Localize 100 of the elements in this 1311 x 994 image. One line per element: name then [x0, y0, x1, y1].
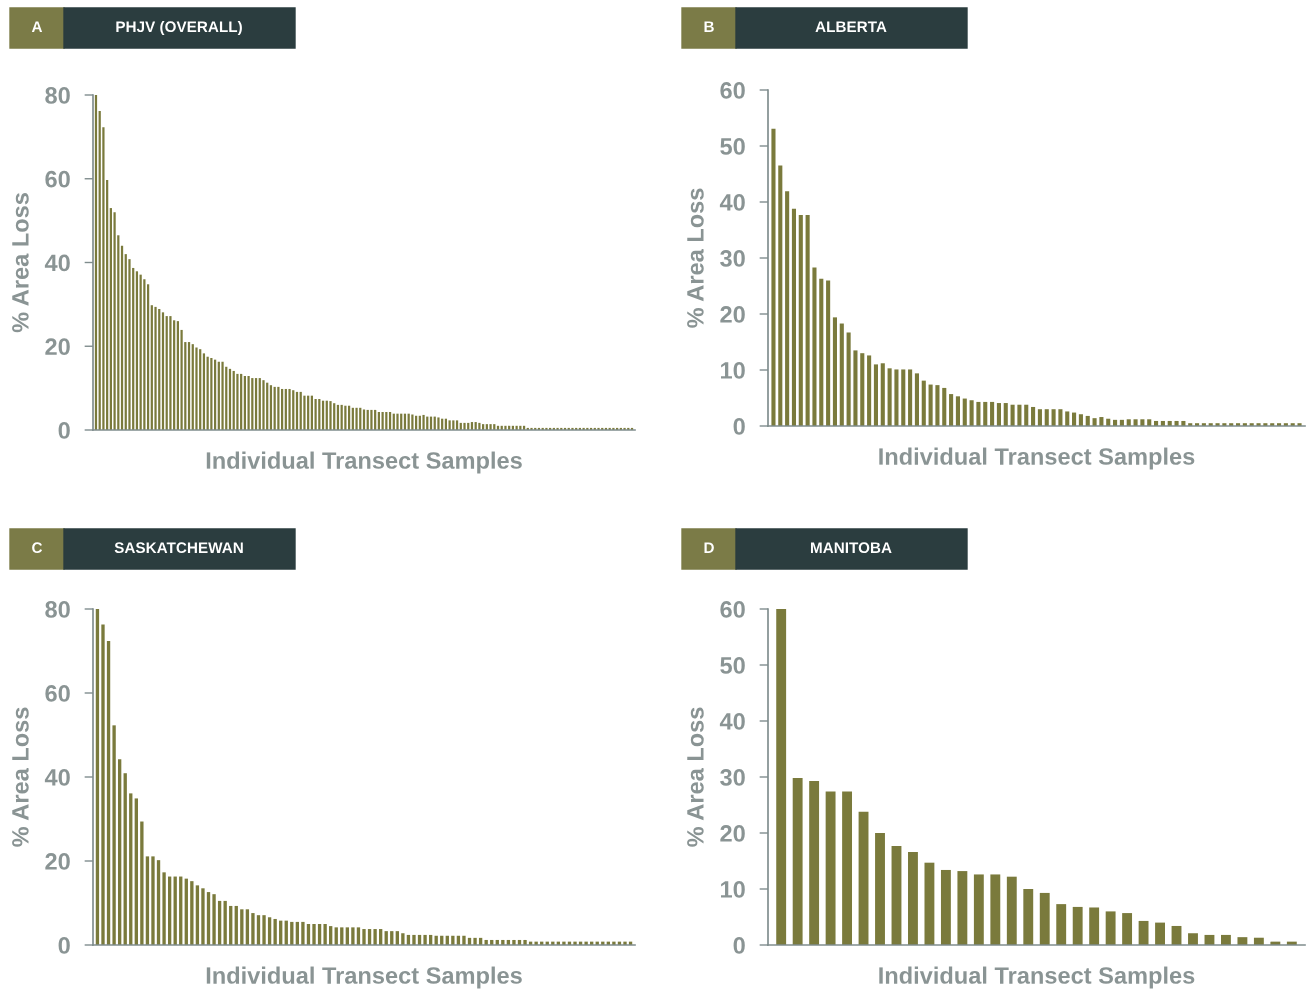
- y-tick-label: 20: [45, 853, 70, 870]
- bar: [990, 401, 995, 426]
- bar: [123, 773, 127, 945]
- x-axis-title: Individual Transect Samples: [206, 451, 522, 474]
- bar: [344, 405, 347, 430]
- bar: [842, 791, 853, 945]
- bar: [812, 267, 817, 426]
- bar: [860, 353, 865, 426]
- y-tick-label: 50: [720, 138, 745, 155]
- bar: [212, 894, 216, 945]
- bar: [880, 363, 885, 426]
- bar: [1072, 906, 1083, 945]
- bar: [1058, 409, 1063, 426]
- bar: [301, 921, 305, 945]
- x-axis-title: Individual Transect Samples: [879, 966, 1195, 989]
- bar: [473, 937, 477, 945]
- x-axis-title: Individual Transect Samples: [879, 447, 1195, 470]
- bar: [355, 407, 358, 430]
- bar: [329, 401, 332, 430]
- bar: [1065, 411, 1070, 426]
- bar: [894, 369, 899, 426]
- bar: [908, 852, 918, 945]
- bar: [1089, 907, 1100, 945]
- bar: [1138, 920, 1149, 945]
- bar: [273, 918, 277, 945]
- y-tick-label: 30: [720, 250, 745, 267]
- bar: [504, 425, 507, 430]
- text: A: [31, 21, 43, 32]
- bar: [924, 862, 935, 945]
- bar: [785, 191, 790, 426]
- bar: [112, 725, 116, 945]
- y-tick-label: 20: [720, 825, 745, 842]
- bar: [523, 939, 527, 945]
- y-tick-label: 80: [45, 87, 70, 104]
- bar: [303, 395, 306, 430]
- bar: [190, 881, 194, 945]
- y-tick-label: 0: [733, 937, 745, 954]
- bar: [1078, 414, 1083, 426]
- bar: [381, 411, 384, 430]
- y-tick-label: 80: [45, 601, 70, 618]
- y-tick-label: 40: [44, 769, 70, 786]
- bar: [921, 380, 926, 426]
- bar: [1237, 937, 1248, 945]
- y-tick-label: 0: [733, 418, 745, 435]
- bar: [771, 128, 776, 426]
- bar: [887, 368, 892, 426]
- bar: [251, 913, 255, 945]
- bar: [422, 414, 425, 430]
- bar: [901, 369, 906, 426]
- bar: [825, 791, 836, 945]
- y-tick-label: 50: [720, 657, 745, 674]
- bar: [154, 306, 157, 430]
- bar: [1003, 403, 1008, 426]
- bar: [969, 400, 974, 426]
- bar: [312, 924, 316, 945]
- bar: [362, 929, 366, 945]
- chart-title: SASKATCHEWAN: [114, 542, 243, 554]
- y-tick-label: 20: [720, 306, 745, 323]
- bar: [351, 927, 355, 945]
- bar: [314, 399, 317, 430]
- bar: [858, 811, 869, 945]
- bar: [853, 350, 858, 426]
- bar: [1006, 876, 1017, 945]
- bar: [990, 874, 1001, 945]
- bar: [1017, 404, 1022, 426]
- bar: [996, 403, 1001, 426]
- y-tick-label: 60: [45, 170, 70, 188]
- bar: [247, 375, 250, 430]
- bar: [935, 385, 940, 426]
- bar: [839, 323, 844, 426]
- bar: [373, 929, 377, 945]
- bar: [955, 396, 960, 426]
- bar: [370, 409, 373, 430]
- y-tick-label: 60: [45, 685, 70, 702]
- bar: [1024, 404, 1029, 426]
- bar: [819, 278, 824, 426]
- bar: [826, 280, 831, 426]
- bar: [1122, 913, 1133, 945]
- y-tick-label: 10: [721, 881, 745, 898]
- bar: [323, 924, 327, 945]
- bar: [983, 401, 988, 426]
- y-axis-title: % Area Loss: [12, 193, 29, 333]
- bar: [106, 640, 111, 945]
- bar: [1188, 933, 1198, 945]
- bar: [221, 361, 224, 430]
- bar: [798, 214, 803, 426]
- bar: [401, 933, 405, 945]
- y-tick-label: 60: [720, 82, 745, 99]
- bar: [1105, 911, 1116, 945]
- bar: [262, 380, 265, 430]
- bar: [134, 798, 138, 945]
- bar: [776, 609, 787, 945]
- bar: [236, 373, 239, 430]
- bar: [1039, 892, 1050, 945]
- bar: [867, 355, 872, 426]
- bar: [1023, 889, 1034, 945]
- y-axis-title: % Area Loss: [12, 707, 29, 847]
- bar: [288, 388, 291, 430]
- y-tick-label: 40: [719, 194, 745, 211]
- bar: [1031, 406, 1036, 426]
